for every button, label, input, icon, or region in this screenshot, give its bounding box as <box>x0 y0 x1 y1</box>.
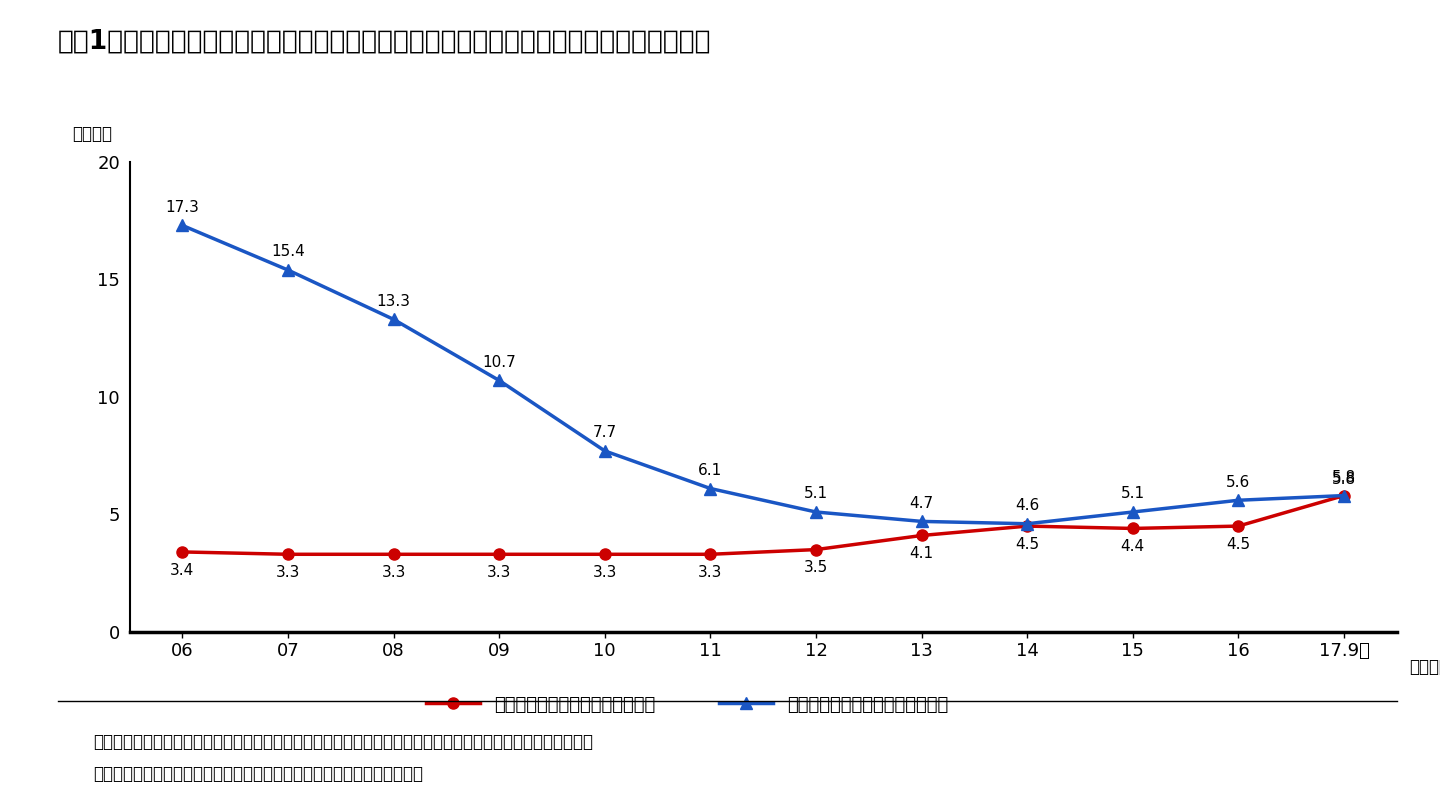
Text: 13.3: 13.3 <box>377 294 410 309</box>
Text: 4.6: 4.6 <box>1015 498 1040 514</box>
Text: 6.1: 6.1 <box>698 463 723 478</box>
Legend: 銀行によるカードローン等貸付け, 貸金業者による消費者向け貸付け: 銀行によるカードローン等貸付け, 貸金業者による消費者向け貸付け <box>426 695 949 714</box>
Text: 3.3: 3.3 <box>698 565 723 580</box>
Text: 4.4: 4.4 <box>1120 539 1145 554</box>
Text: 図表1　国内銀行によるカードローン等残高と貸金業者による消費者向け貸付け残高の推移: 図表1 国内銀行によるカードローン等残高と貸金業者による消費者向け貸付け残高の推… <box>58 28 711 54</box>
Text: 4.7: 4.7 <box>910 496 933 511</box>
Text: （兆円）: （兆円） <box>72 126 112 143</box>
Text: 15.4: 15.4 <box>271 245 305 259</box>
Text: 5.1: 5.1 <box>1120 487 1145 501</box>
Text: 3.4: 3.4 <box>170 562 194 578</box>
Text: 10.7: 10.7 <box>482 355 516 370</box>
Text: 7.7: 7.7 <box>593 425 616 441</box>
Text: 5.1: 5.1 <box>804 487 828 501</box>
Text: （注）「カードローン等」は、カードローン（当座貸越方式）、応急ローンおよびカードキャッシングの合計。: （注）「カードローン等」は、カードローン（当座貸越方式）、応急ローンおよびカード… <box>94 733 593 751</box>
Text: 17.3: 17.3 <box>166 200 199 215</box>
Text: 4.5: 4.5 <box>1227 537 1250 552</box>
Text: （年度）: （年度） <box>1410 658 1440 676</box>
Text: 5.6: 5.6 <box>1227 475 1250 490</box>
Text: 4.5: 4.5 <box>1015 537 1040 552</box>
Text: 3.5: 3.5 <box>804 561 828 575</box>
Text: 3.3: 3.3 <box>276 565 300 580</box>
Text: 3.3: 3.3 <box>593 565 616 580</box>
Text: （資料）貸金業関係資料集（金融庁）及び日本銀行資料より、金融庁作成: （資料）貸金業関係資料集（金融庁）及び日本銀行資料より、金融庁作成 <box>94 765 423 783</box>
Text: 3.3: 3.3 <box>487 565 511 580</box>
Text: 5.8: 5.8 <box>1332 470 1356 485</box>
Text: 5.8: 5.8 <box>1332 472 1356 488</box>
Text: 3.3: 3.3 <box>382 565 406 580</box>
Text: 4.1: 4.1 <box>910 546 933 561</box>
